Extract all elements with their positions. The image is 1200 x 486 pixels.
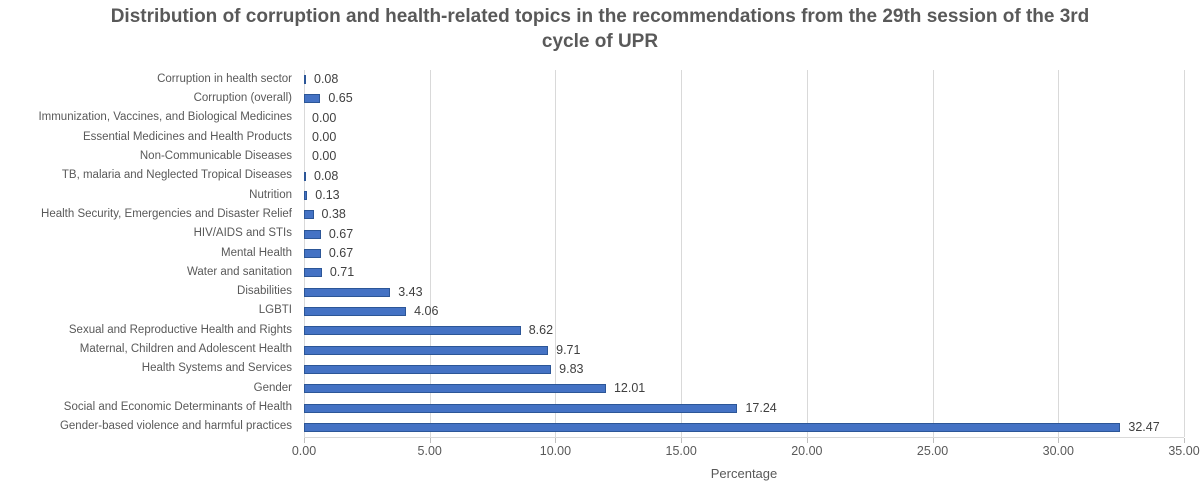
bar xyxy=(304,229,321,239)
category-label: HIV/AIDS and STIs xyxy=(193,227,292,240)
plot-area xyxy=(304,70,1185,438)
axis-tick-mark xyxy=(932,438,934,443)
gridline xyxy=(429,70,431,437)
value-label: 0.67 xyxy=(328,226,354,241)
category-label: Disabilities xyxy=(237,285,292,298)
value-label: 32.47 xyxy=(1128,419,1160,434)
value-label: 0.00 xyxy=(312,110,337,125)
bar xyxy=(304,364,552,374)
category-label: Corruption in health sector xyxy=(157,72,292,85)
bar xyxy=(304,94,321,104)
category-label: Social and Economic Determinants of Heal… xyxy=(63,401,292,414)
bar xyxy=(304,268,322,278)
value-label: 0.13 xyxy=(315,188,340,203)
category-label: Health Systems and Services xyxy=(141,362,292,375)
value-label: 0.38 xyxy=(321,207,346,222)
category-label: Sexual and Reproductive Health and Right… xyxy=(68,323,292,336)
gridline xyxy=(932,70,934,437)
x-tick-label: 25.00 xyxy=(916,444,949,458)
x-tick-label: 30.00 xyxy=(1042,444,1074,458)
x-tick-label: 10.00 xyxy=(539,444,572,458)
bar xyxy=(304,326,521,336)
value-label: 0.08 xyxy=(314,72,339,87)
x-axis-title: Percentage xyxy=(710,466,778,481)
category-label: Non-Communicable Diseases xyxy=(139,149,292,162)
value-label: 0.00 xyxy=(312,149,337,164)
category-label: Essential Medicines and Health Products xyxy=(82,130,292,143)
category-label: Mental Health xyxy=(221,246,292,259)
category-label: Water and sanitation xyxy=(186,265,292,278)
value-label: 8.62 xyxy=(528,323,554,338)
x-tick-label: 35.00 xyxy=(1168,444,1200,458)
x-tick-label: 15.00 xyxy=(665,444,697,458)
bar xyxy=(304,171,306,181)
bar xyxy=(304,422,1121,432)
value-label: 0.71 xyxy=(329,265,355,280)
bar xyxy=(304,306,407,316)
gridline xyxy=(1184,70,1185,437)
x-tick-label: 5.00 xyxy=(417,444,442,458)
gridline xyxy=(681,70,683,437)
category-label: Maternal, Children and Adolescent Health xyxy=(79,343,292,356)
category-label: LGBTI xyxy=(258,304,292,317)
category-label: Health Security, Emergencies and Disaste… xyxy=(41,207,292,220)
value-label: 9.83 xyxy=(559,361,584,376)
value-label: 0.08 xyxy=(314,168,339,183)
category-label: Gender-based violence and harmful practi… xyxy=(59,420,292,433)
value-label: 9.71 xyxy=(556,342,581,357)
category-label: Immunization, Vaccines, and Biological M… xyxy=(38,111,292,124)
bar xyxy=(304,210,314,220)
axis-tick-mark xyxy=(555,438,557,443)
category-label: Corruption (overall) xyxy=(193,91,292,104)
chart-title: Distribution of corruption and health-re… xyxy=(110,6,1090,53)
bar xyxy=(304,345,549,355)
bar xyxy=(304,384,606,394)
bar xyxy=(304,191,308,201)
category-label: TB, malaria and Neglected Tropical Disea… xyxy=(61,169,292,182)
value-label: 12.01 xyxy=(613,381,646,396)
bar xyxy=(304,75,306,85)
category-label: Nutrition xyxy=(249,188,292,201)
value-label: 0.65 xyxy=(328,91,353,106)
axis-tick-mark xyxy=(1184,438,1185,443)
value-label: 4.06 xyxy=(414,303,439,318)
value-label: 3.43 xyxy=(398,284,423,299)
gridline xyxy=(806,70,808,437)
x-tick-label: 20.00 xyxy=(791,444,823,458)
axis-tick-mark xyxy=(681,438,683,443)
axis-tick-mark xyxy=(304,438,305,443)
axis-tick-mark xyxy=(429,438,431,443)
bar xyxy=(304,403,738,413)
category-label: Gender xyxy=(253,381,292,394)
x-tick-label: 0.00 xyxy=(291,444,317,458)
value-label: 17.24 xyxy=(745,400,777,415)
gridline xyxy=(1058,70,1060,437)
value-label: 0.00 xyxy=(312,130,337,145)
value-label: 0.67 xyxy=(328,246,354,260)
gridline xyxy=(555,70,557,437)
bar xyxy=(304,249,321,258)
axis-tick-mark xyxy=(806,438,808,443)
axis-tick-mark xyxy=(1058,438,1060,443)
bar xyxy=(304,287,391,297)
